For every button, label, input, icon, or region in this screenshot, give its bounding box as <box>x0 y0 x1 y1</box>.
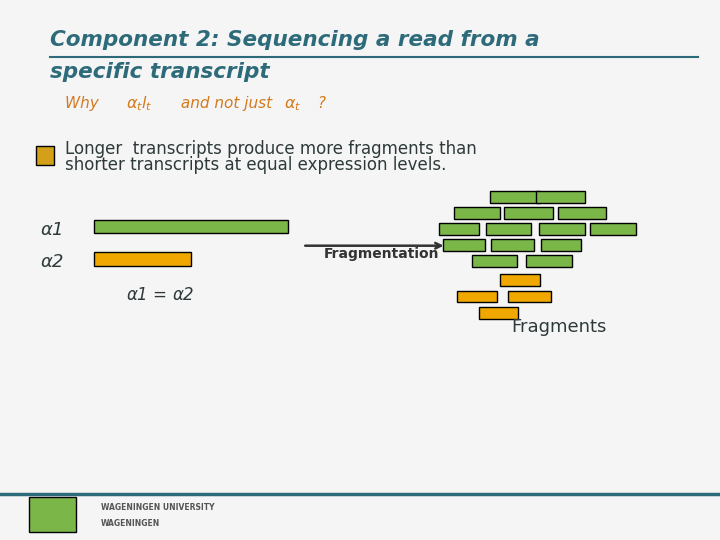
FancyBboxPatch shape <box>500 274 540 286</box>
FancyBboxPatch shape <box>439 223 479 235</box>
FancyBboxPatch shape <box>539 223 585 235</box>
FancyBboxPatch shape <box>526 255 572 267</box>
FancyBboxPatch shape <box>36 146 54 165</box>
FancyBboxPatch shape <box>472 255 517 267</box>
Text: WAGENINGEN: WAGENINGEN <box>101 519 160 529</box>
Text: Fragmentation: Fragmentation <box>324 247 439 261</box>
Text: $\alpha$1: $\alpha$1 <box>40 221 62 239</box>
Text: ?: ? <box>313 96 326 111</box>
Text: Component 2: Sequencing a read from a: Component 2: Sequencing a read from a <box>50 30 540 50</box>
FancyBboxPatch shape <box>29 497 76 532</box>
FancyBboxPatch shape <box>508 291 551 302</box>
Text: and not just: and not just <box>176 96 282 111</box>
Text: $\alpha_t l_t$: $\alpha_t l_t$ <box>126 94 153 113</box>
FancyBboxPatch shape <box>590 223 636 235</box>
FancyBboxPatch shape <box>536 191 585 202</box>
FancyBboxPatch shape <box>94 252 191 266</box>
FancyBboxPatch shape <box>486 223 531 235</box>
Text: $\alpha$1 = $\alpha$2: $\alpha$1 = $\alpha$2 <box>126 286 194 303</box>
FancyBboxPatch shape <box>558 207 606 219</box>
Text: $\alpha$2: $\alpha$2 <box>40 253 64 271</box>
Text: Longer  transcripts produce more fragments than: Longer transcripts produce more fragment… <box>65 140 477 158</box>
Text: WAGENINGEN UNIVERSITY: WAGENINGEN UNIVERSITY <box>101 503 215 512</box>
FancyBboxPatch shape <box>457 291 497 302</box>
FancyBboxPatch shape <box>454 207 500 219</box>
FancyBboxPatch shape <box>94 220 288 233</box>
Text: Why: Why <box>65 96 104 111</box>
Text: $\alpha_t$: $\alpha_t$ <box>284 97 302 113</box>
FancyBboxPatch shape <box>541 239 581 251</box>
FancyBboxPatch shape <box>490 191 540 202</box>
Text: Fragments: Fragments <box>511 318 606 336</box>
Text: specific transcript: specific transcript <box>50 62 270 82</box>
FancyBboxPatch shape <box>443 239 485 251</box>
FancyBboxPatch shape <box>491 239 534 251</box>
Text: shorter transcripts at equal expression levels.: shorter transcripts at equal expression … <box>65 156 446 174</box>
FancyBboxPatch shape <box>504 207 553 219</box>
FancyBboxPatch shape <box>479 307 518 319</box>
